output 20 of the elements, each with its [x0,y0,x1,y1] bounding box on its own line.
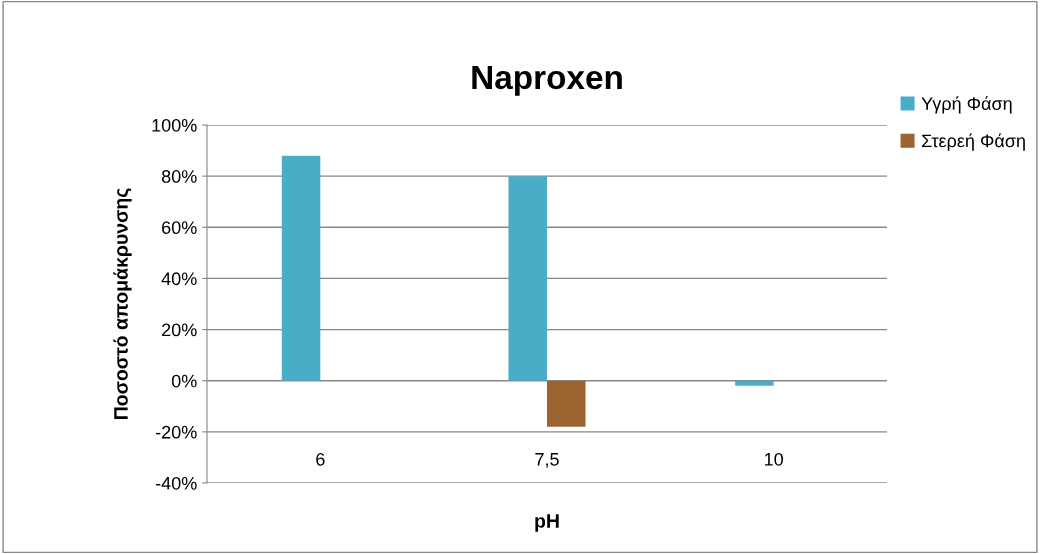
y-axis-title: Ποσοστό απομάκρυνσης [113,188,132,420]
x-tick-label: 6 [316,452,325,466]
y-tick-label: 60% [162,221,197,235]
y-tick-label: 80% [161,170,197,183]
legend-label: Υγρή Φάση [921,96,1012,114]
bar [508,176,547,381]
legend-label: Στερεή Φάση [922,133,1025,151]
bar [547,380,586,427]
bar [281,155,321,381]
bar [735,380,774,386]
y-tick-label: 20% [162,323,197,337]
x-tick-label: 10 [765,452,783,466]
y-tick-label: -40% [155,476,197,490]
chart-title: Naproxen [472,65,622,96]
y-tick-label: 100% [152,118,197,132]
y-tick-label: 0% [171,374,197,388]
x-tick-label: 7,5 [535,453,559,468]
y-tick-label: -20% [155,425,197,439]
y-tick-label: 40% [161,272,197,286]
x-axis-title: pH [535,514,559,532]
